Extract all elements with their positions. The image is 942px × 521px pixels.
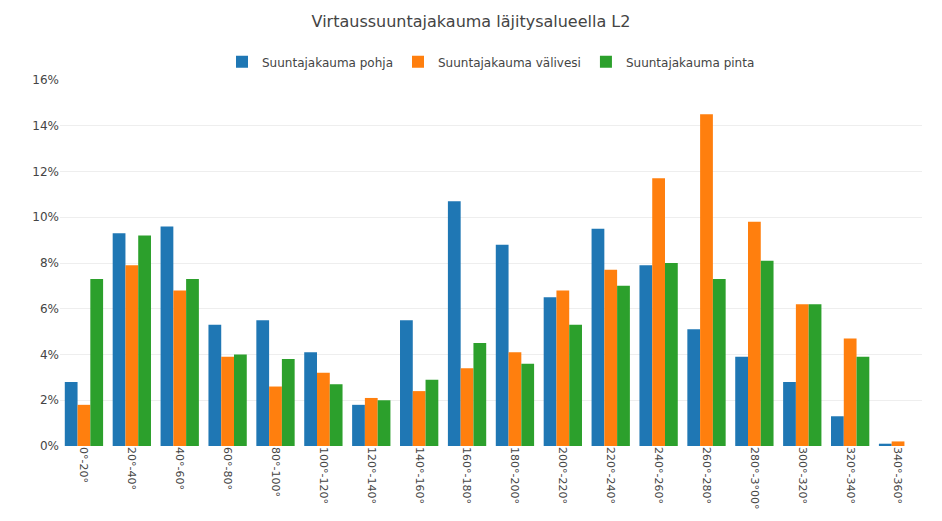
svg-text:Suuntajakauma pohja: Suuntajakauma pohja <box>262 56 393 70</box>
svg-text:160°-180°: 160°-180° <box>460 447 473 504</box>
svg-text:120°-140°: 120°-140° <box>365 447 378 504</box>
svg-text:6%: 6% <box>40 302 59 316</box>
svg-text:2%: 2% <box>40 393 59 407</box>
svg-text:20°-40°: 20°-40° <box>125 447 138 490</box>
svg-text:0%: 0% <box>40 439 59 453</box>
svg-text:320°-340°: 320°-340° <box>844 447 857 504</box>
svg-text:200°-220°: 200°-220° <box>556 447 569 504</box>
svg-text:12%: 12% <box>32 165 59 179</box>
svg-text:16%: 16% <box>32 73 59 87</box>
svg-text:260°-280°: 260°-280° <box>700 447 713 504</box>
svg-text:Suuntajakauma pinta: Suuntajakauma pinta <box>626 56 754 70</box>
svg-text:280°-3°00°: 280°-3°00° <box>748 447 761 509</box>
svg-text:60°-80°: 60°-80° <box>221 447 234 490</box>
svg-text:100°-120°: 100°-120° <box>317 447 330 504</box>
svg-text:8%: 8% <box>40 256 59 270</box>
svg-text:14%: 14% <box>32 119 59 133</box>
svg-text:4%: 4% <box>40 348 59 362</box>
svg-text:220°-240°: 220°-240° <box>604 447 617 504</box>
svg-text:300°-320°: 300°-320° <box>796 447 809 504</box>
svg-text:340°-360°: 340°-360° <box>891 447 904 504</box>
svg-text:40°-60°: 40°-60° <box>173 447 186 490</box>
svg-text:80°-100°: 80°-100° <box>269 447 282 497</box>
svg-text:Suuntajakauma välivesi: Suuntajakauma välivesi <box>438 56 581 70</box>
svg-text:140°-160°: 140°-160° <box>413 447 426 504</box>
svg-text:180°-200°: 180°-200° <box>508 447 521 504</box>
svg-text:10%: 10% <box>32 210 59 224</box>
svg-text:0°-20°: 0°-20° <box>77 447 90 483</box>
svg-text:240°-260°: 240°-260° <box>652 447 665 504</box>
svg-text:Virtaussuuntajakauma läjitysal: Virtaussuuntajakauma läjitysalueella L2 <box>312 12 631 31</box>
